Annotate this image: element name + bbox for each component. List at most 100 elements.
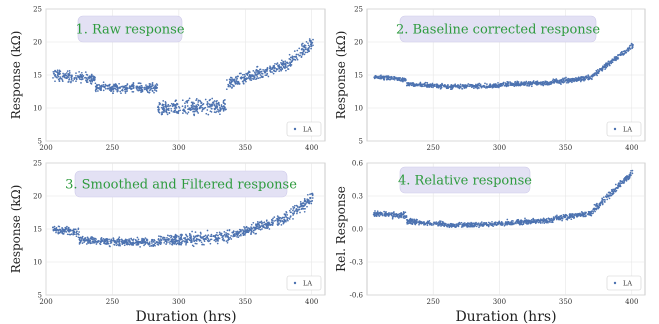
- data-point: [196, 110, 199, 113]
- data-point: [175, 243, 178, 246]
- data-point: [415, 220, 418, 223]
- data-point: [267, 75, 270, 78]
- y-axis-label: Response (kΩ): [9, 31, 23, 120]
- data-point: [458, 87, 461, 90]
- data-point: [443, 222, 445, 225]
- data-point: [288, 58, 291, 60]
- data-point: [192, 239, 195, 241]
- data-point: [204, 238, 207, 240]
- data-point: [580, 214, 583, 217]
- data-point: [599, 201, 602, 204]
- data-point: [152, 245, 155, 248]
- data-point: [106, 87, 109, 90]
- data-point: [109, 83, 111, 86]
- data-point: [250, 229, 253, 232]
- data-point: [294, 204, 296, 207]
- data-point: [270, 68, 272, 71]
- data-point: [213, 104, 216, 106]
- data-point: [158, 235, 160, 237]
- data-point: [469, 225, 471, 228]
- data-point: [380, 74, 382, 77]
- data-point: [268, 228, 271, 230]
- data-point: [543, 222, 546, 224]
- data-point: [192, 110, 194, 113]
- y-axis-label: Response (kΩ): [334, 31, 348, 120]
- data-point: [115, 86, 117, 88]
- y-tick-label: 15: [33, 72, 42, 80]
- data-point: [83, 241, 85, 243]
- data-point: [287, 68, 290, 70]
- data-point: [206, 229, 209, 232]
- data-point: [114, 84, 117, 86]
- data-point: [92, 75, 94, 77]
- data-point: [493, 222, 496, 225]
- data-point: [244, 229, 247, 232]
- data-point: [158, 240, 161, 243]
- data-point: [287, 219, 289, 222]
- panel-badge-label: 1. Raw response: [75, 23, 184, 38]
- x-axis-label: Duration (hrs): [135, 309, 236, 324]
- data-point: [299, 52, 302, 54]
- data-point: [538, 82, 541, 84]
- data-point: [475, 84, 477, 87]
- data-point: [152, 241, 155, 243]
- data-point: [161, 111, 163, 114]
- data-point: [132, 238, 135, 241]
- data-point: [284, 65, 287, 68]
- data-point: [90, 78, 93, 81]
- data-point: [218, 109, 220, 112]
- data-point: [553, 217, 556, 219]
- data-point: [250, 74, 253, 76]
- data-point: [206, 239, 209, 242]
- data-point: [52, 77, 54, 79]
- data-point: [208, 106, 211, 108]
- data-point: [264, 69, 267, 71]
- data-point: [513, 83, 516, 86]
- data-point: [476, 87, 479, 90]
- data-point: [297, 53, 299, 56]
- data-point: [522, 82, 524, 85]
- panel-badge-label: 3. Smoothed and Filtered response: [65, 178, 297, 193]
- data-point: [457, 225, 460, 227]
- data-point: [62, 75, 65, 78]
- data-point: [56, 74, 59, 77]
- data-point: [60, 77, 63, 80]
- data-point: [171, 243, 174, 246]
- data-point: [138, 241, 140, 244]
- legend-marker: [613, 281, 617, 285]
- data-point: [123, 242, 126, 245]
- data-point: [222, 110, 225, 112]
- data-point: [289, 56, 292, 59]
- data-point: [546, 82, 549, 85]
- data-point: [534, 220, 537, 223]
- data-point: [524, 217, 526, 220]
- data-point: [296, 212, 298, 215]
- data-point: [540, 81, 542, 83]
- data-point: [89, 237, 92, 240]
- data-point: [209, 98, 212, 101]
- data-point: [410, 84, 413, 86]
- data-point: [497, 223, 499, 226]
- data-point: [523, 83, 526, 86]
- data-point: [509, 81, 512, 84]
- data-point: [528, 219, 531, 222]
- data-point: [162, 236, 164, 239]
- data-point: [262, 221, 264, 224]
- data-point: [504, 223, 507, 226]
- data-point: [276, 68, 279, 70]
- data-point: [161, 103, 164, 106]
- data-point: [99, 243, 102, 246]
- data-point: [613, 59, 616, 61]
- data-point: [265, 225, 268, 228]
- data-point: [185, 243, 187, 246]
- data-point: [165, 240, 168, 243]
- data-point: [393, 211, 395, 213]
- data-point: [259, 74, 262, 76]
- data-point: [289, 62, 292, 65]
- data-point: [273, 220, 275, 222]
- data-point: [236, 235, 238, 238]
- data-point: [233, 81, 236, 83]
- data-point: [58, 78, 61, 80]
- data-point: [90, 74, 93, 77]
- data-point: [297, 209, 299, 212]
